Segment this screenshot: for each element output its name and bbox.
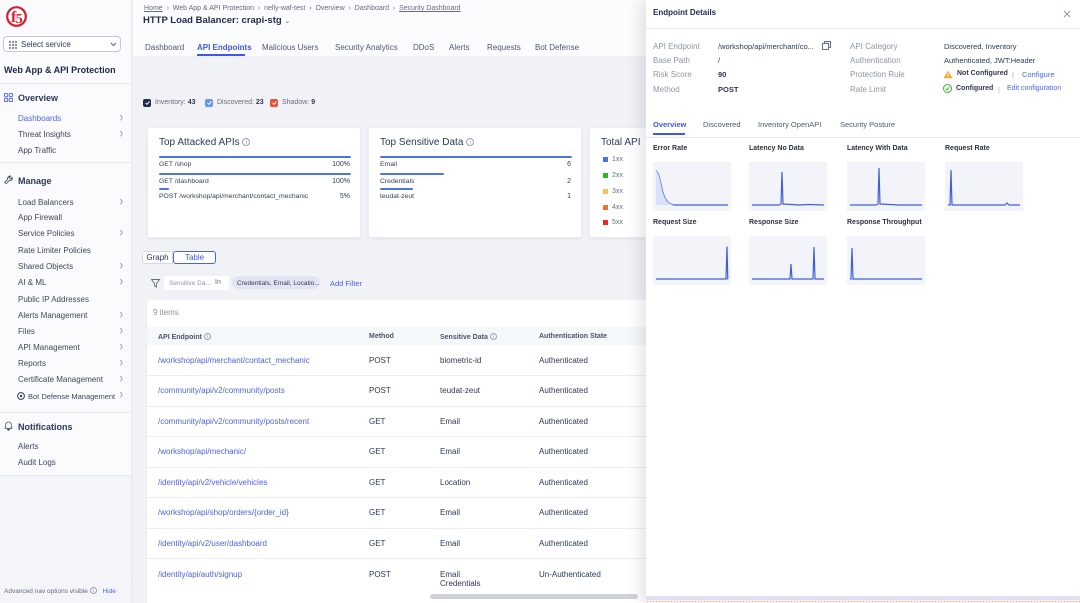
svg-text:5: 5 (16, 12, 23, 27)
svg-text:f: f (11, 9, 17, 26)
